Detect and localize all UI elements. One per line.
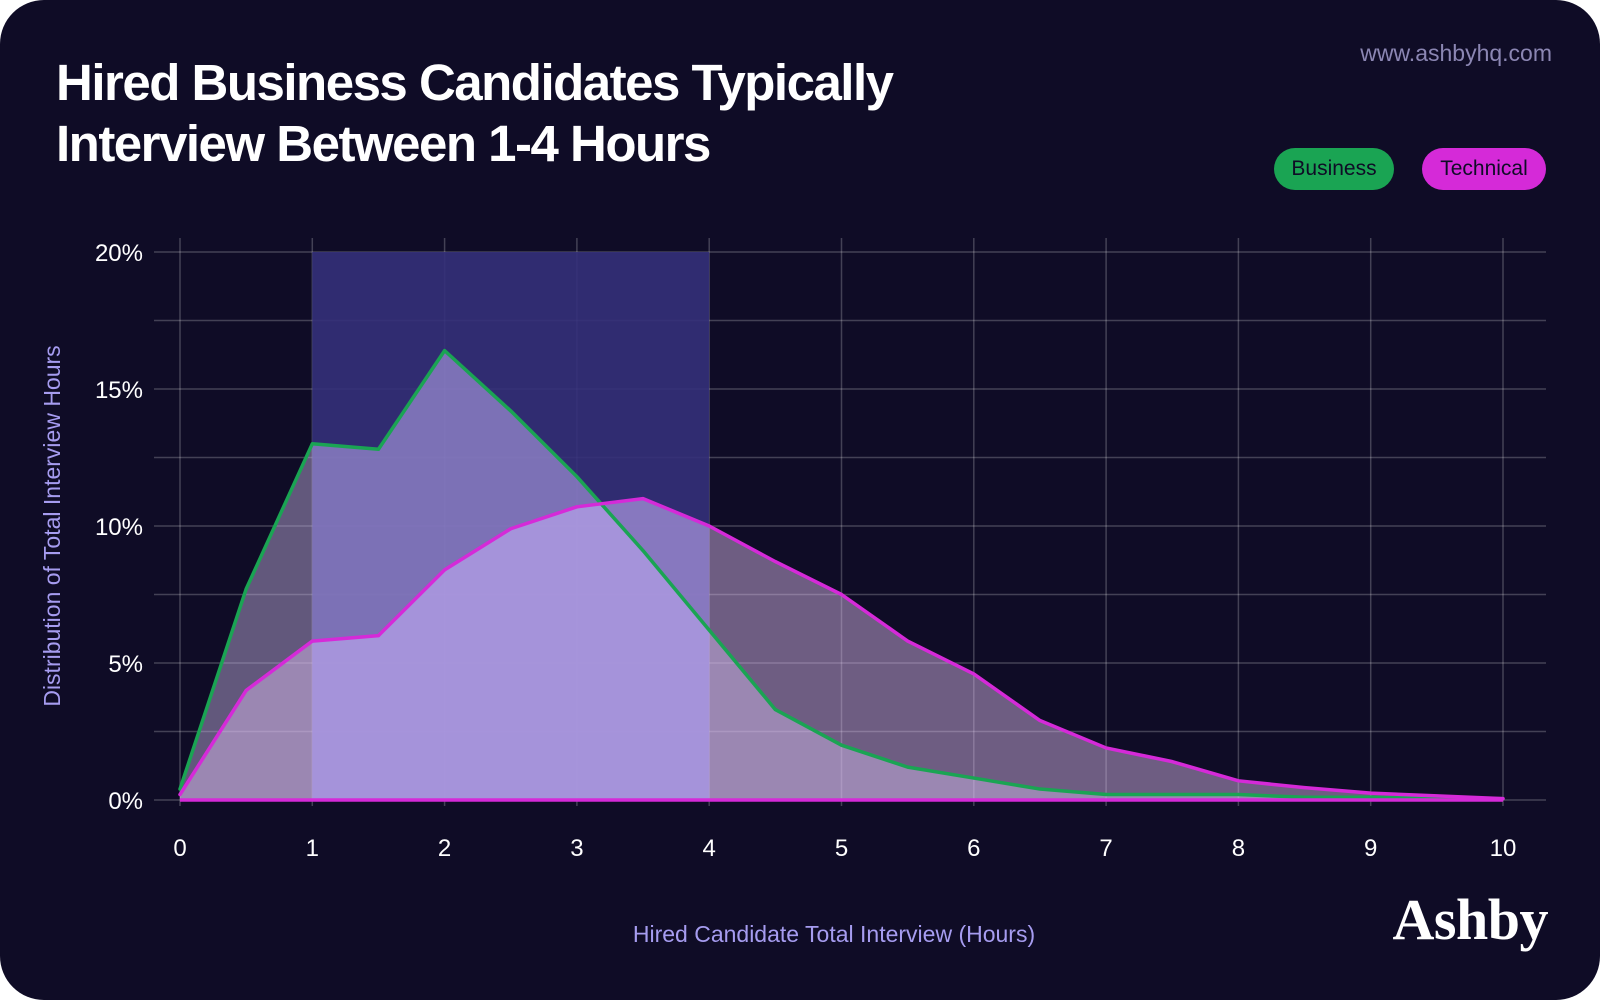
point-business-3 bbox=[376, 447, 380, 451]
point-business-9 bbox=[773, 708, 777, 712]
area-technical bbox=[180, 498, 1503, 800]
point-business-17 bbox=[1303, 795, 1307, 799]
x-tick-label-1: 1 bbox=[306, 835, 319, 862]
point-business-6 bbox=[575, 475, 579, 479]
point-technical-7 bbox=[641, 497, 645, 501]
legend-business: Business bbox=[1274, 148, 1394, 190]
point-business-8 bbox=[707, 628, 711, 632]
x-tick-label-6: 6 bbox=[967, 835, 980, 862]
point-technical-13 bbox=[1038, 719, 1042, 723]
point-technical-3 bbox=[376, 634, 380, 638]
x-tick-label-10: 10 bbox=[1490, 835, 1517, 862]
point-business-0 bbox=[178, 787, 182, 791]
point-business-7 bbox=[641, 549, 645, 553]
point-technical-0 bbox=[178, 793, 182, 797]
point-business-18 bbox=[1369, 795, 1373, 799]
point-technical-10 bbox=[840, 593, 843, 596]
highlight-band-1-4-hours bbox=[312, 252, 710, 800]
point-business-12 bbox=[972, 776, 976, 780]
point-business-13 bbox=[1038, 787, 1042, 791]
point-business-16 bbox=[1236, 793, 1240, 797]
point-technical-19 bbox=[1435, 794, 1439, 798]
y-tick-label-10: 10% bbox=[95, 514, 143, 541]
title-line-2: Interview Between 1-4 Hours bbox=[56, 115, 711, 172]
x-tick-label-0: 0 bbox=[173, 835, 186, 862]
point-business-14 bbox=[1104, 793, 1108, 797]
title-line-1: Hired Business Candidates Typically bbox=[56, 54, 894, 111]
point-technical-8 bbox=[707, 524, 711, 528]
point-business-5 bbox=[509, 409, 513, 413]
point-technical-12 bbox=[972, 672, 976, 676]
website-url: www.ashbyhq.com bbox=[1360, 40, 1552, 66]
point-technical-4 bbox=[443, 568, 447, 572]
point-business-4 bbox=[443, 349, 447, 353]
point-technical-18 bbox=[1369, 791, 1373, 795]
area-technical-band-tint bbox=[312, 498, 710, 800]
y-tick-label-0: 0% bbox=[108, 788, 143, 815]
point-technical-17 bbox=[1303, 786, 1307, 790]
point-technical-2 bbox=[310, 639, 314, 643]
point-technical-1 bbox=[244, 688, 248, 692]
x-tick-label-4: 4 bbox=[703, 835, 716, 862]
point-technical-14 bbox=[1104, 746, 1108, 750]
y-tick-label-15: 15% bbox=[95, 377, 143, 404]
point-business-11 bbox=[906, 765, 910, 769]
x-tick-label-3: 3 bbox=[570, 835, 583, 862]
y-axis-title: Distribution of Total Interview Hours bbox=[39, 345, 65, 706]
x-tick-label-2: 2 bbox=[438, 835, 451, 862]
x-tick-label-7: 7 bbox=[1099, 835, 1112, 862]
point-technical-5 bbox=[509, 527, 513, 531]
point-technical-6 bbox=[575, 505, 579, 509]
x-tick-label-5: 5 bbox=[835, 835, 848, 862]
point-technical-16 bbox=[1236, 779, 1240, 783]
point-business-1 bbox=[244, 587, 248, 591]
y-tick-label-5: 5% bbox=[108, 651, 143, 678]
legend-technical: Technical bbox=[1422, 148, 1546, 190]
page-title: Hired Business Candidates Typically Inte… bbox=[56, 52, 956, 174]
ashby-logo: Ashby bbox=[1392, 887, 1549, 952]
point-business-2 bbox=[310, 442, 314, 446]
point-technical-9 bbox=[773, 560, 777, 564]
x-tick-label-9: 9 bbox=[1364, 835, 1377, 862]
point-technical-15 bbox=[1170, 760, 1174, 764]
area-business-band-tint bbox=[312, 350, 710, 800]
y-tick-label-20: 20% bbox=[95, 240, 143, 267]
point-business-10 bbox=[840, 743, 843, 747]
x-tick-label-8: 8 bbox=[1232, 835, 1245, 862]
point-technical-11 bbox=[906, 639, 910, 643]
point-business-15 bbox=[1170, 793, 1174, 797]
x-axis-title: Hired Candidate Total Interview (Hours) bbox=[633, 921, 1035, 947]
area-business bbox=[180, 350, 1503, 800]
